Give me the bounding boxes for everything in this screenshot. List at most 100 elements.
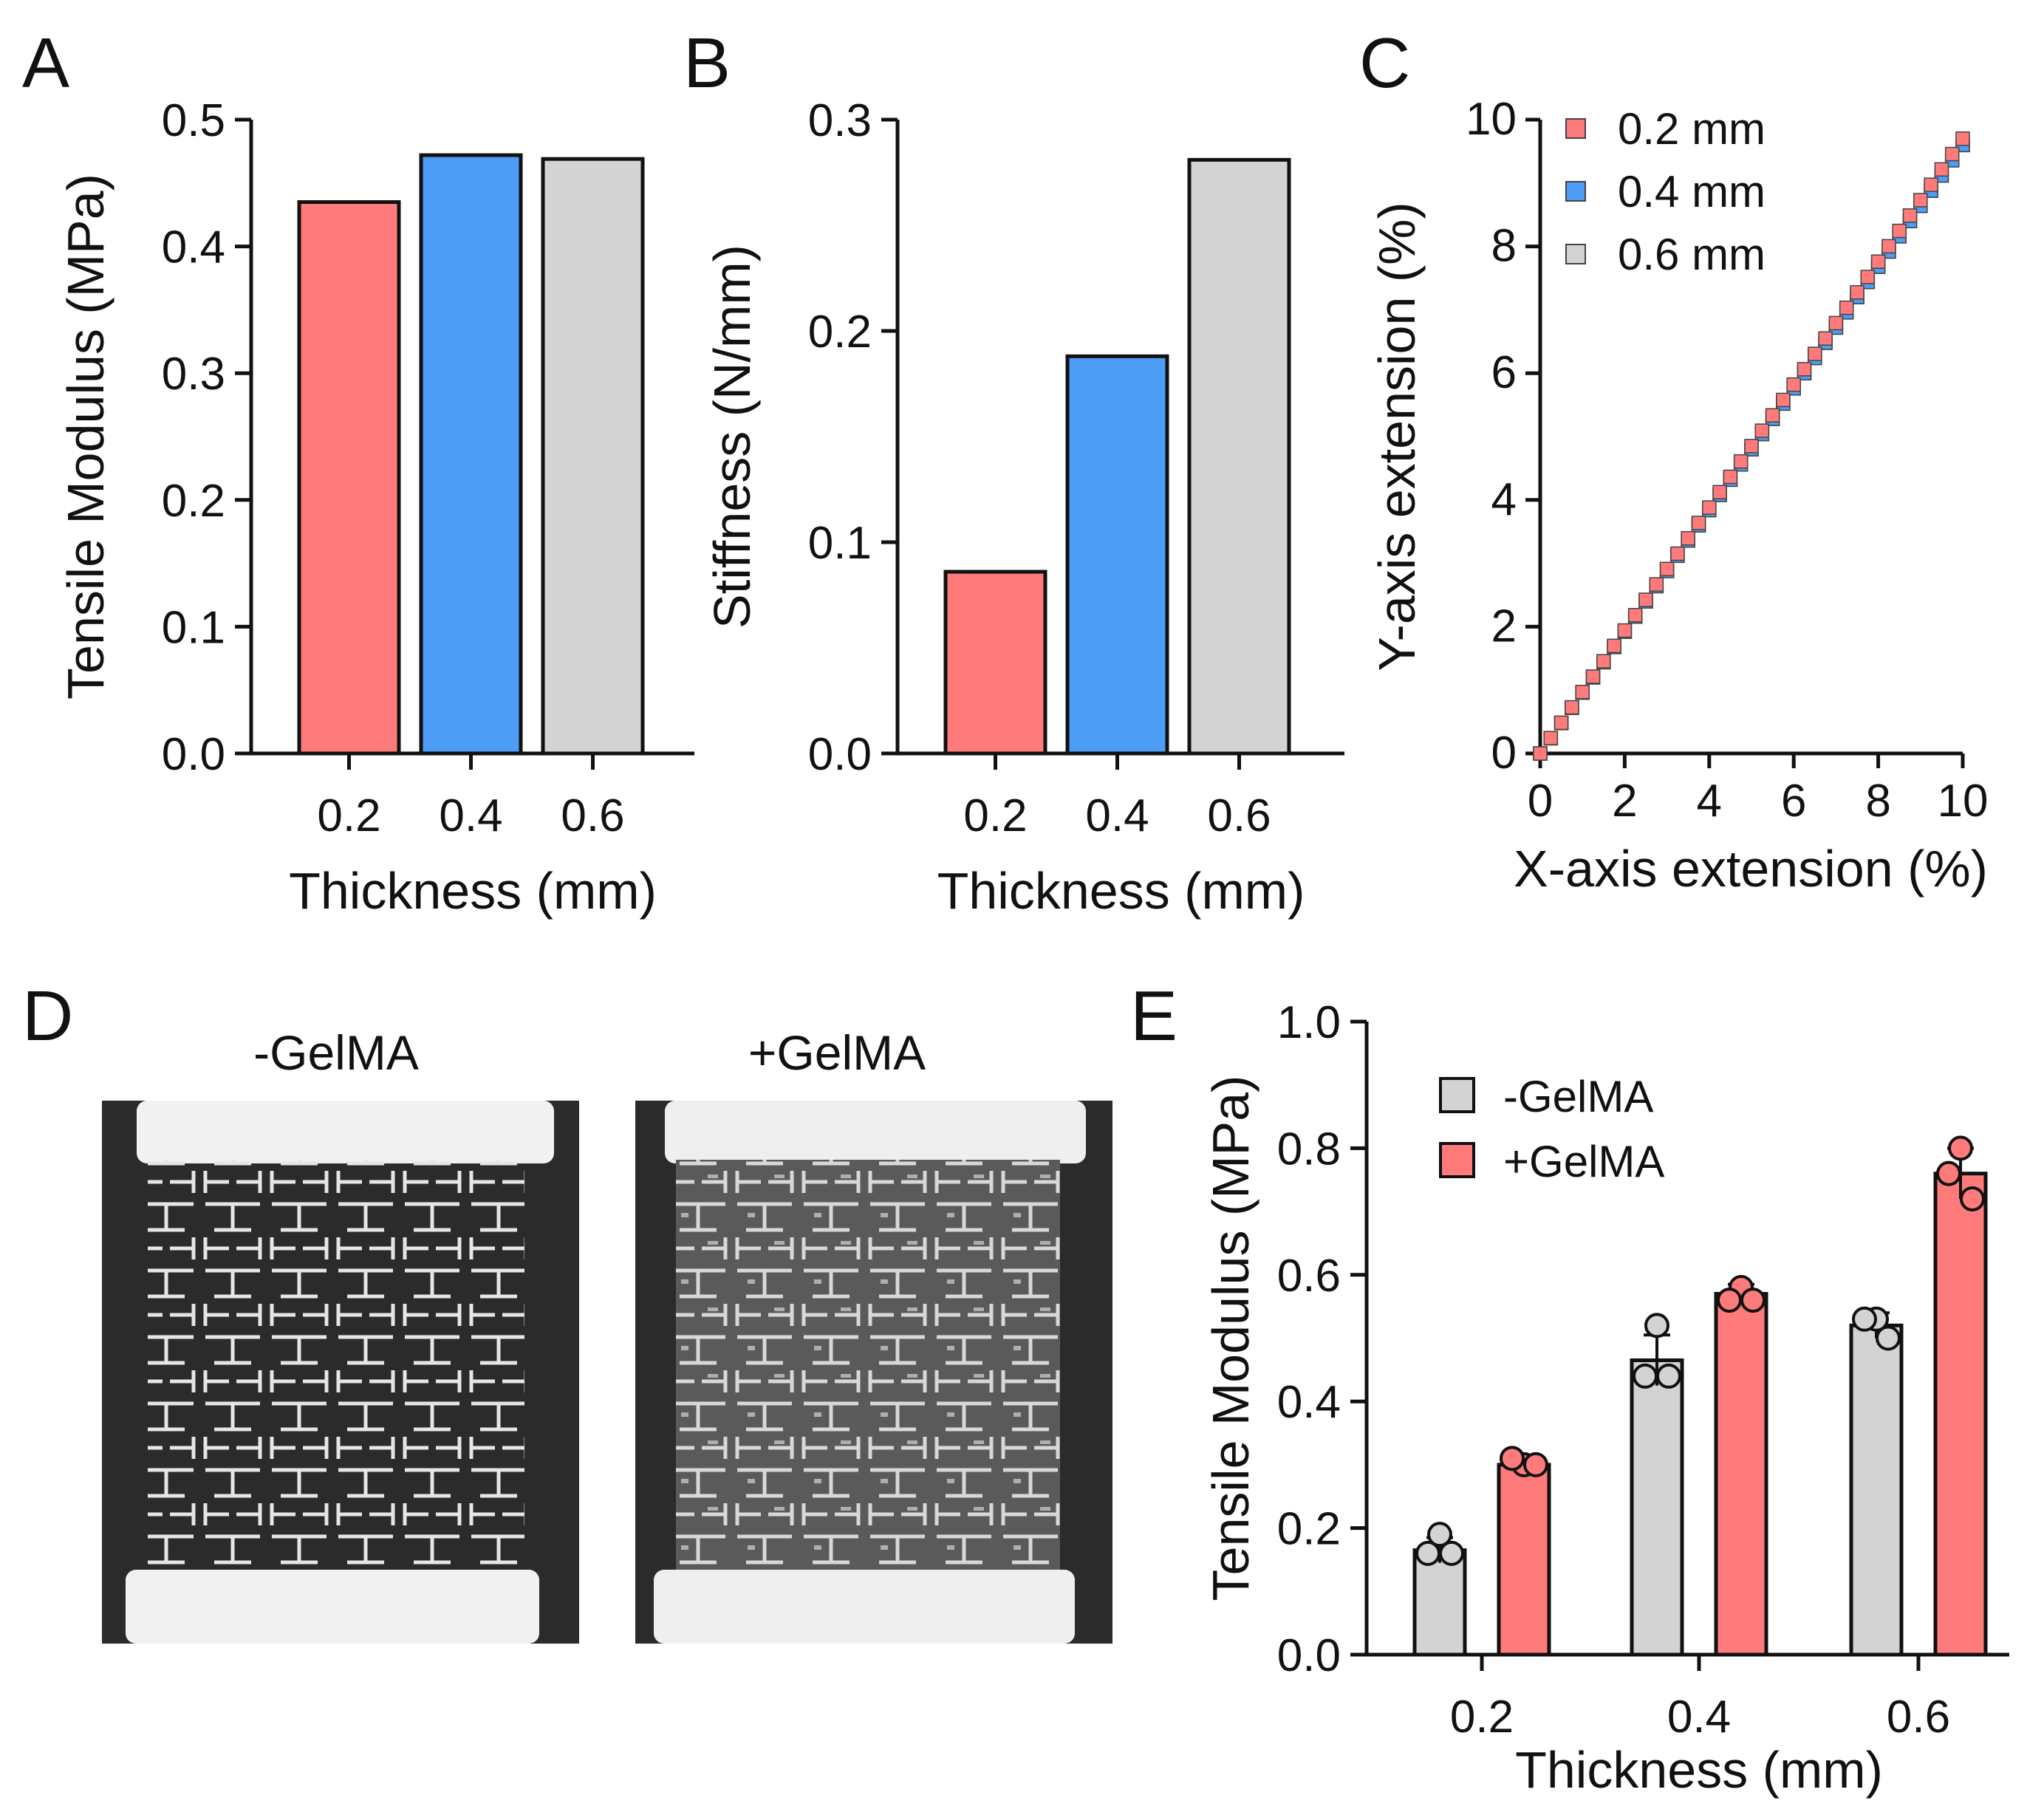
x-tick-label: 8 (1865, 776, 1890, 827)
scatter-point (1691, 516, 1706, 530)
y-axis-title: Tensile Modulus (MPa) (57, 174, 114, 700)
bar-+GelMA-0.6 (1933, 1172, 1988, 1657)
scatter-point (1786, 377, 1801, 392)
y-tick-label: 0.3 (162, 349, 225, 400)
x-axis-title: Thickness (mm) (937, 862, 1305, 920)
x-tick-label: 0.4 (439, 790, 502, 841)
y-tick-label: 0.2 (1277, 1504, 1341, 1555)
x-tick-label: 0.2 (963, 790, 1027, 841)
bar-+GelMA-0.2 (1497, 1463, 1551, 1657)
scatter-point (1913, 193, 1928, 208)
legend-label: +GelMA (1503, 1137, 1664, 1186)
y-tick-label: 10 (1466, 94, 1517, 145)
y-tick-label: 0.2 (808, 307, 872, 358)
x-axis-title: Thickness (mm) (289, 862, 657, 920)
photo-minus-gelma-lattice (148, 1160, 524, 1570)
data-point (1740, 1288, 1766, 1313)
y-tick-label: 0.0 (1277, 1630, 1341, 1681)
panel-letter-e: E (1130, 977, 1177, 1056)
scatter-point (1565, 700, 1579, 715)
scatter-point (1944, 146, 1960, 162)
data-point (1644, 1313, 1669, 1339)
chart-c: 0 2 4 6 8 10 0 2 4 6 8 10 0.2 mm 0.4 mm 0.6 mm Y-axis e… (1368, 94, 1988, 898)
scatter-point (1543, 731, 1559, 745)
photo-plus-gelma-bottom-grip (654, 1570, 1075, 1644)
data-point (1656, 1363, 1681, 1389)
scatter-point (1776, 392, 1791, 408)
y-tick-label: 0.1 (808, 518, 872, 569)
scatter-point (1723, 469, 1738, 485)
panel-letter-d: D (22, 977, 73, 1056)
bar--GelMA-0.4 (1630, 1358, 1684, 1657)
data-point (1852, 1306, 1877, 1332)
scatter-point (1881, 239, 1896, 254)
x-tick-label: 0.6 (1887, 1692, 1950, 1743)
photo-plus-gelma-top-grip (665, 1101, 1086, 1163)
data-point (1717, 1288, 1742, 1313)
y-tick-label: 0.2 (162, 476, 225, 527)
bar-0.2 (943, 570, 1047, 756)
scatter-point (1596, 654, 1611, 669)
y-tick-label: 8 (1491, 221, 1517, 272)
scatter-point (1712, 485, 1727, 500)
y-tick-label: 6 (1491, 347, 1517, 398)
scatter-point (1702, 500, 1717, 515)
scatter-point (1744, 439, 1759, 454)
y-tick-label: 1.0 (1277, 997, 1341, 1048)
y-tick-label: 4 (1491, 474, 1517, 525)
data-point (1936, 1160, 1961, 1186)
scatter-point (1870, 254, 1886, 269)
scatter-point (1808, 346, 1822, 361)
x-tick-label: 0.4 (1085, 790, 1149, 841)
x-tick-label: 0.4 (1667, 1692, 1731, 1743)
scatter-point (1617, 623, 1633, 638)
x-tick-label: 2 (1612, 776, 1637, 827)
scatter-point (1828, 315, 1844, 331)
scatter-point (1585, 669, 1601, 684)
scatter-point (1733, 454, 1749, 469)
x-axis-title: Thickness (mm) (1515, 1741, 1883, 1799)
photo-minus-gelma (102, 1101, 579, 1644)
bar-0.4 (419, 153, 523, 756)
scatter-point (1649, 577, 1664, 592)
data-point (1439, 1540, 1464, 1566)
bar-0.6 (541, 157, 645, 756)
y-axis-title: Tensile Modulus (MPa) (1202, 1076, 1259, 1601)
photo-minus-gelma-bottom-grip (126, 1570, 539, 1644)
data-point (1427, 1522, 1452, 1548)
photo-label-plus-gelma: +GelMA (748, 1025, 926, 1080)
data-point (1876, 1325, 1901, 1351)
bar-0.4 (1065, 354, 1169, 756)
scatter-point (1860, 270, 1876, 284)
x-tick-label: 0.6 (561, 790, 624, 841)
series-0.2-mm (1533, 131, 1970, 761)
chart-e: 0.0 0.2 0.4 0.6 0.8 1.0 0.2 0.4 0.6 -GelMA +GelMA T… (1202, 997, 2009, 1799)
scatter-point (1818, 331, 1833, 346)
y-tick-label: 0.8 (1277, 1124, 1341, 1175)
bar-0.2 (297, 200, 401, 756)
scatter-point (1754, 423, 1770, 438)
scatter-point (1839, 300, 1854, 315)
x-tick-label: 4 (1697, 776, 1722, 827)
scatter-point (1638, 592, 1653, 607)
scatter-point (1607, 638, 1621, 654)
y-tick-label: 0.5 (162, 95, 225, 146)
legend-swatch (1565, 118, 1586, 139)
legend-label: 0.4 mm (1618, 167, 1766, 216)
photo-plus-gelma (635, 1101, 1112, 1644)
bar-+GelMA-0.4 (1714, 1292, 1768, 1657)
legend-swatch (1565, 181, 1586, 202)
y-tick-label: 0 (1491, 728, 1517, 779)
scatter-point (1902, 208, 1918, 223)
x-tick-label: 0.2 (1450, 1692, 1514, 1743)
panel-letter-c: C (1359, 24, 1410, 103)
photo-plus-gelma-lattice (676, 1160, 1060, 1570)
scatter-point (1934, 162, 1949, 177)
scatter-point (1797, 362, 1812, 377)
legend-label: -GelMA (1503, 1072, 1653, 1121)
photo-label-minus-gelma: -GelMA (253, 1025, 419, 1080)
scatter-point (1575, 685, 1590, 700)
scatter-point (1924, 177, 1938, 192)
scatter-point (1553, 715, 1569, 731)
y-tick-label: 0.4 (1277, 1377, 1341, 1428)
